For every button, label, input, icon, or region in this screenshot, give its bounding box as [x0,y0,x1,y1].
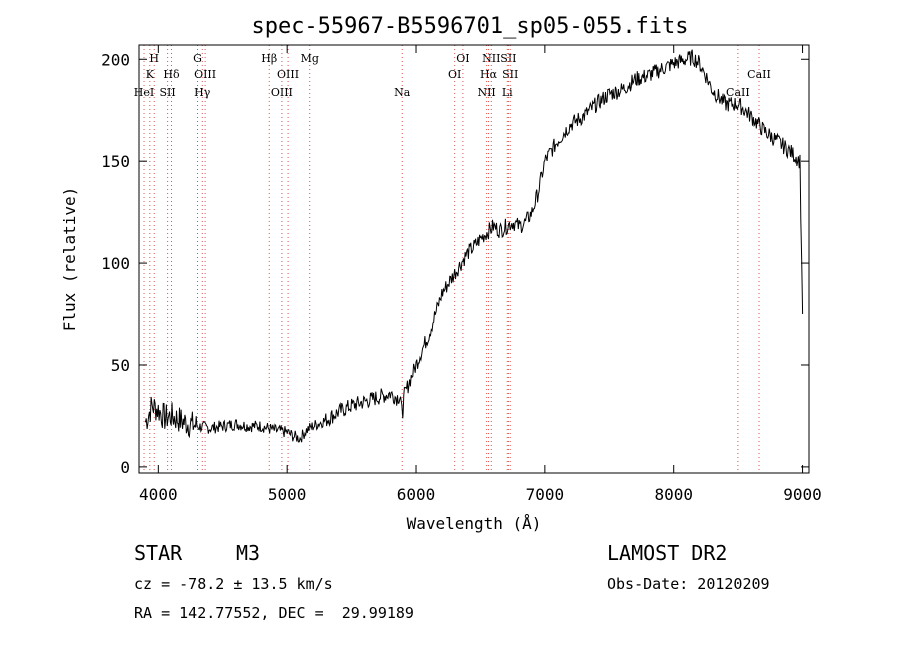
survey-name: LAMOST DR2 [607,541,728,565]
plot-frame [138,44,810,474]
axis-ticks: 4000 5000 6000 7000 8000 9000 0 50 100 150 200 [101,45,822,504]
spectral-line-label: SII [502,68,518,81]
y-axis-label: Flux (relative) [60,187,79,332]
y-tick-label: 200 [101,50,130,69]
spectral-line-label: Hγ [194,86,211,99]
x-tick-label: 6000 [397,485,436,504]
x-tick-label: 4000 [139,485,178,504]
spectral-line-label: OIII [277,68,299,81]
spectral-line-label: G [193,52,202,65]
spectral-line-label: H [149,52,159,65]
spectral-line-label: OI [456,52,469,65]
spectral-line-label: NII [477,86,495,99]
spectral-line-label: SII [500,52,516,65]
spectral-line-label: HeI [134,86,154,99]
coordinates: RA = 142.77552, DEC = 29.99189 [134,604,414,622]
object-subclass: M3 [236,541,261,565]
spectral-line-label: Hα [480,68,498,81]
spectral-line-label: CaII [747,68,771,81]
spectral-line-label: OIII [271,86,293,99]
x-tick-label: 9000 [783,485,822,504]
spectral-line-label: OIII [194,68,216,81]
observation-date: Obs-Date: 20120209 [607,575,770,593]
spectral-line-label: Li [502,86,513,99]
spectral-line-label: SII [159,86,175,99]
x-tick-label: 8000 [654,485,693,504]
x-tick-label: 5000 [268,485,307,504]
x-axis-label: Wavelength (Å) [407,514,542,533]
spectral-line-label: Hβ [261,52,277,65]
chart-title: spec-55967-B5596701_sp05-055.fits [251,14,688,39]
x-tick-label: 7000 [526,485,565,504]
spectral-line-label: Hδ [163,68,180,81]
spectral-line-label: K [146,68,155,81]
spectral-line-label: Na [394,86,411,99]
y-tick-label: 0 [120,458,130,477]
spectral-line-label: OI [448,68,461,81]
spectral-line-label: NII [482,52,500,65]
spectrum-chart: spec-55967-B5596701_sp05-055.fits HK HeI S… [60,14,822,533]
y-tick-label: 50 [111,356,130,375]
y-tick-label: 150 [101,152,130,171]
spectral-line-label: CaII [726,86,750,99]
spectral-line-label: Mg [301,52,319,65]
spectrum-series-line [144,49,804,443]
object-class: STAR [134,541,183,565]
y-tick-label: 100 [101,254,130,273]
redshift-velocity: cz = -78.2 ± 13.5 km/s [134,575,333,593]
